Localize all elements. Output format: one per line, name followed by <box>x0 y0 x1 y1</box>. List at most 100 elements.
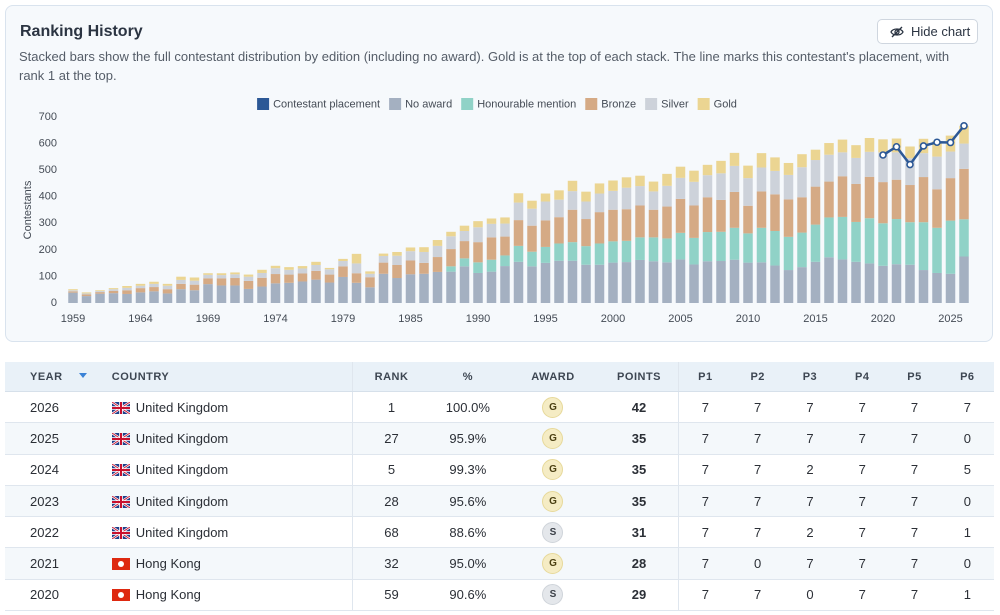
bar-segment <box>162 283 173 286</box>
bar-segment <box>459 241 470 259</box>
column-header: POINTS <box>599 362 679 392</box>
cell-value: 7 <box>806 430 814 446</box>
bar-segment <box>297 266 308 269</box>
bar-segment <box>486 259 497 272</box>
bar-segment <box>810 224 821 262</box>
bar-segment <box>446 236 456 250</box>
column-header[interactable]: YEAR <box>5 362 112 392</box>
bar-segment <box>554 190 564 200</box>
table-cell: 35 <box>599 422 679 455</box>
header-label: POINTS <box>617 370 661 383</box>
bar-segment <box>392 255 402 266</box>
bar-segment <box>891 179 902 220</box>
bar-segment <box>513 220 524 246</box>
bar-segment <box>810 186 821 225</box>
legend-label: Honourable mention <box>477 98 576 110</box>
bar-segment <box>756 191 767 228</box>
bar-segment <box>675 166 686 178</box>
bar-segment <box>581 264 591 303</box>
bar-segment <box>338 276 348 303</box>
cell-value: 7 <box>858 524 866 540</box>
year: 2025 <box>30 430 59 446</box>
y-tick-label: 300 <box>39 217 57 229</box>
cell-value: 7 <box>754 430 762 446</box>
column-header: P3 <box>783 362 837 392</box>
panel-description: Stacked bars show the full contestant di… <box>19 49 950 83</box>
bar-segment <box>351 253 362 264</box>
table-cell: 2022 <box>5 516 112 549</box>
bar-segment <box>243 276 254 281</box>
hide-chart-button[interactable]: Hide chart <box>877 19 978 44</box>
x-tick-label: 2010 <box>736 313 760 325</box>
country: United Kingdom <box>135 399 229 415</box>
bar-segment <box>527 200 537 209</box>
points: 35 <box>631 493 647 509</box>
bar-segment <box>108 290 119 294</box>
table-row: 2021 Hong Kong 32 95.0% G 28 7 0 7 7 7 0 <box>5 547 994 580</box>
bar-segment <box>810 261 821 303</box>
bar-segment <box>527 225 537 252</box>
button-label: Hide chart <box>911 24 971 39</box>
bar-segment <box>405 251 416 261</box>
table-cell: 7 <box>678 422 732 455</box>
bar-segment <box>324 269 335 275</box>
bar-segment <box>432 257 443 272</box>
table-cell: 0 <box>940 485 994 518</box>
bar-segment <box>81 292 92 294</box>
legend-swatch <box>461 98 474 110</box>
bar-segment <box>405 274 416 303</box>
bar-segment <box>122 287 132 291</box>
table-cell: 7 <box>678 485 732 518</box>
bar-segment <box>446 231 456 237</box>
bar-segment <box>108 288 119 290</box>
cell-value: 88.6% <box>449 524 487 540</box>
bar-segment <box>635 186 645 206</box>
bar-segment <box>932 141 942 157</box>
cell-value: 99.3% <box>449 462 487 478</box>
bar-segment <box>675 232 686 260</box>
bar-segment <box>621 240 632 263</box>
bar-segment <box>702 232 713 262</box>
bar-segment <box>851 261 861 303</box>
table-cell: S <box>506 579 600 612</box>
cell-value: 7 <box>963 399 971 415</box>
bar-segment <box>392 251 402 256</box>
y-tick-label: 500 <box>39 164 57 176</box>
bar-segment <box>756 153 767 168</box>
cell-value: 7 <box>858 430 866 446</box>
bar-segment <box>662 206 672 239</box>
bar-segment <box>284 274 294 283</box>
bar-segment <box>689 237 699 265</box>
bar-segment <box>527 251 537 267</box>
year: 2021 <box>30 556 59 572</box>
y-tick-label: 200 <box>39 244 57 256</box>
bar-segment <box>338 266 348 277</box>
x-tick-label: 2000 <box>601 313 625 325</box>
bar-segment <box>581 246 591 265</box>
table-cell: 95.0% <box>429 547 507 580</box>
header-label: P5 <box>907 370 922 383</box>
table-cell: 7 <box>888 454 941 486</box>
cell-value: 7 <box>701 430 709 446</box>
cell-value: 0 <box>963 430 971 446</box>
bar-segment <box>648 191 659 210</box>
bar-segment <box>446 271 456 303</box>
bar-segment <box>675 177 686 199</box>
bar-segment <box>419 273 429 303</box>
table-cell: G <box>506 422 600 455</box>
cell-value: 7 <box>910 556 919 572</box>
bar-segment <box>500 236 510 256</box>
bar-segment <box>810 160 821 187</box>
table-cell: 5 <box>940 454 994 486</box>
table-cell: Hong Kong <box>111 579 353 612</box>
legend-swatch <box>389 98 402 110</box>
cell-value: 7 <box>806 493 814 509</box>
table-cell: 7 <box>783 391 837 424</box>
bar-segment <box>729 165 740 192</box>
cell-value: 0 <box>806 587 814 603</box>
table-cell: 5 <box>352 454 430 486</box>
bar-segment <box>324 274 335 283</box>
bar-segment <box>365 271 375 274</box>
bar-segment <box>446 266 456 272</box>
table-cell: 28 <box>352 485 430 518</box>
